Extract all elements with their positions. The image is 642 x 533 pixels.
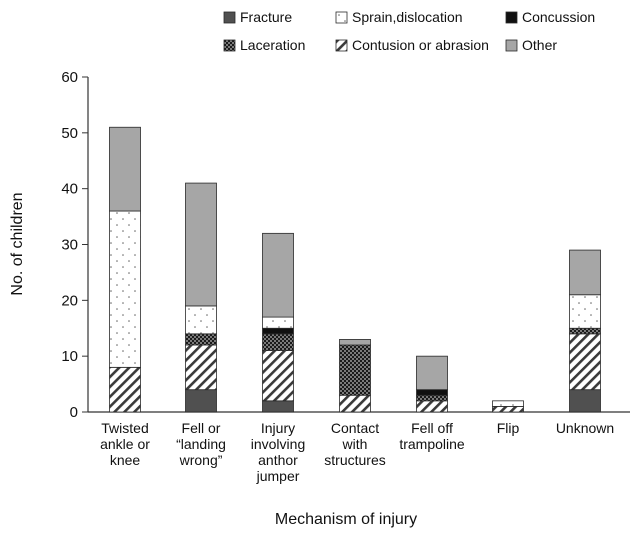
y-tick-label: 40 xyxy=(61,181,78,198)
x-tick-label: Injury involving anthor jumper xyxy=(251,420,305,484)
bar-segment xyxy=(185,344,217,391)
y-tick-label: 20 xyxy=(61,292,78,309)
legend-label: Laceration xyxy=(240,37,305,53)
bar-segment xyxy=(416,400,448,413)
bar-segment xyxy=(416,389,448,396)
y-axis-title: No. of children xyxy=(9,192,26,295)
bar-segment xyxy=(185,389,217,413)
bar-segment xyxy=(569,249,601,296)
x-tick-label: Contact with structures xyxy=(324,420,385,468)
x-axis-title: Mechanism of injury xyxy=(275,511,417,528)
bar-segment xyxy=(339,339,371,346)
bar-segment xyxy=(262,400,294,413)
legend-label: Concussion xyxy=(522,9,595,25)
bar-segment xyxy=(492,406,524,413)
y-tick-label: 60 xyxy=(61,69,78,86)
x-tick-label: Twisted ankle or knee xyxy=(100,420,150,468)
legend-label: Contusion or abrasion xyxy=(352,37,489,53)
bar-segment xyxy=(492,400,524,407)
legend-swatch xyxy=(335,11,348,24)
bar-segment xyxy=(416,355,448,391)
bar-segment xyxy=(339,394,371,413)
plot-area: 0 10 20 30 40 50 60 Twisted ankle or knee Fell or “… xyxy=(61,69,630,484)
bar-segment xyxy=(569,389,601,413)
bar-segment xyxy=(416,394,448,402)
legend-swatch xyxy=(335,39,348,52)
x-tick-label: Fell or “landing wrong” xyxy=(176,420,226,468)
legend-label: Sprain,dislocation xyxy=(352,9,463,25)
legend-swatch xyxy=(505,11,518,24)
bar-segment xyxy=(262,316,294,329)
bar-segment xyxy=(185,182,217,307)
bar-segment xyxy=(569,327,601,335)
bar-segment xyxy=(569,294,601,329)
legend-swatch xyxy=(223,39,236,52)
y-tick-label: 0 xyxy=(70,404,78,421)
legend: Fracture Sprain,dislocation Concussion Lace… xyxy=(223,9,595,53)
bar-segment xyxy=(262,327,294,335)
legend-swatch xyxy=(505,39,518,52)
bar-segment xyxy=(262,232,294,318)
bar-segment xyxy=(109,366,141,413)
bar-segment xyxy=(109,210,141,368)
bar-segment xyxy=(262,350,294,402)
bar-segment xyxy=(185,305,217,335)
x-tick-label: Unknown xyxy=(556,420,614,436)
bar-segment xyxy=(262,333,294,351)
legend-label: Fracture xyxy=(240,9,292,25)
bar-segment xyxy=(339,344,371,396)
y-tick-label: 10 xyxy=(61,348,78,365)
legend-label: Other xyxy=(522,37,557,53)
bar-segment xyxy=(569,333,601,391)
x-tick-label: Flip xyxy=(497,420,520,436)
legend-swatch xyxy=(223,11,236,24)
y-tick-label: 30 xyxy=(61,237,78,254)
bar-segment xyxy=(109,126,141,212)
y-tick-label: 50 xyxy=(61,125,78,142)
bar-segment xyxy=(185,333,217,346)
x-tick-label: Fell off trampoline xyxy=(399,420,465,452)
